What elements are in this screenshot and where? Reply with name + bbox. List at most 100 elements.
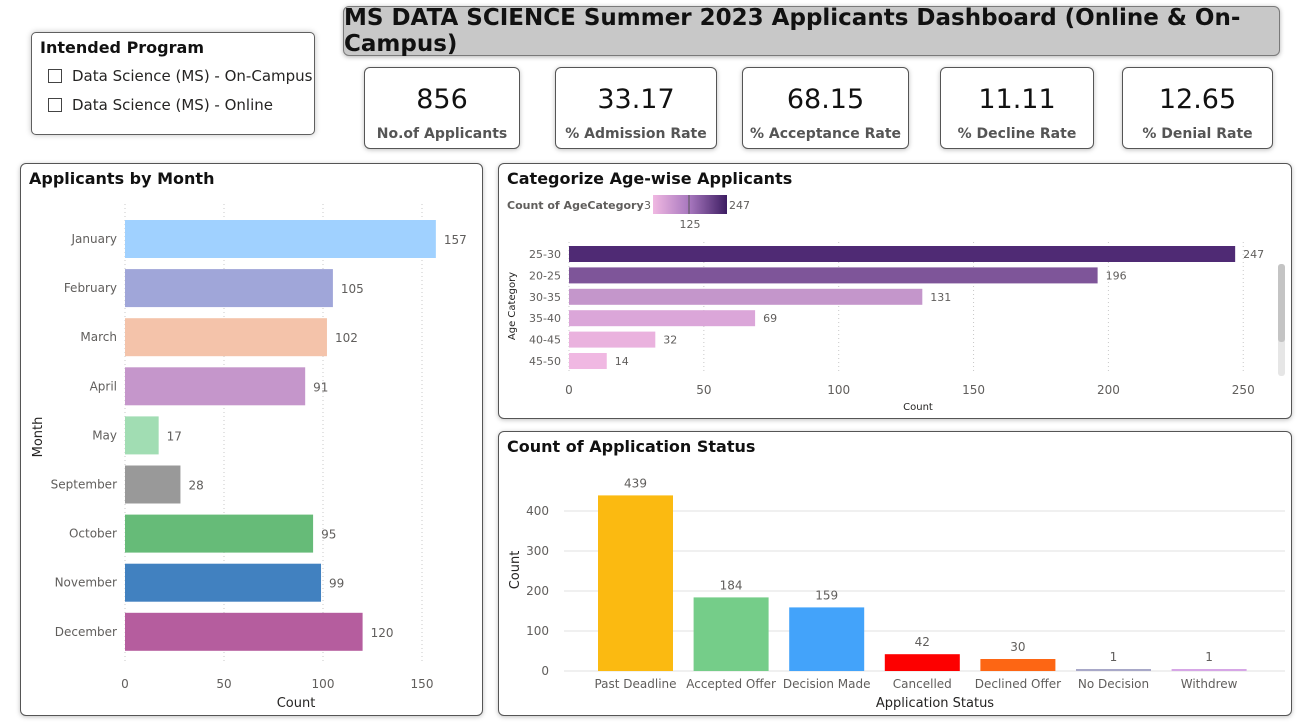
x-axis-label: Count [903, 402, 933, 413]
data-label: 247 [1243, 248, 1264, 261]
bar [1076, 669, 1151, 671]
status-chart-panel: Count of Application Status 0 100 200 300 40… [498, 431, 1292, 716]
y-tick-label: 20-25 [529, 269, 561, 282]
legend-max-label: 247 [729, 199, 750, 212]
bar [980, 659, 1056, 671]
y-tick-label: 400 [526, 504, 549, 518]
y-tick-label: 100 [526, 624, 549, 638]
data-label: 196 [1106, 269, 1127, 282]
data-label: 95 [321, 528, 336, 542]
intended-program-slicer: Intended Program Data Science (MS) - On-… [31, 32, 315, 135]
data-label: 184 [720, 578, 743, 592]
legend-min-label: 3 [644, 199, 651, 212]
data-label: 17 [167, 429, 182, 443]
y-tick-label: 300 [526, 544, 549, 558]
bar [125, 416, 159, 455]
x-axis-label: Count [277, 696, 316, 711]
y-tick-label: April [90, 379, 117, 393]
status-chart: 0 100 200 300 400 439 Past Deadline 184 Accepted… [508, 476, 1285, 711]
bar [884, 654, 960, 671]
bar [125, 514, 314, 553]
y-tick-label: September [51, 478, 117, 492]
y-tick-label: November [55, 576, 117, 590]
y-tick-label: 35-40 [529, 312, 561, 325]
data-label: 32 [663, 334, 677, 347]
bar [569, 246, 1236, 262]
bar [1171, 669, 1247, 671]
age-chart: Count of AgeCategory 3 247 125 0 50 100 150 200 2… [507, 195, 1285, 413]
x-tick-label: 50 [216, 677, 231, 691]
data-label: 131 [930, 291, 951, 304]
data-label: 69 [763, 312, 777, 325]
x-tick-label: Decision Made [783, 677, 871, 691]
slicer-title: Intended Program [40, 38, 204, 57]
scrollbar-thumb[interactable] [1278, 264, 1285, 342]
data-label: 28 [188, 479, 203, 493]
y-tick-label: May [92, 428, 117, 442]
x-tick-label: 0 [121, 677, 129, 691]
x-tick-label: 0 [565, 383, 573, 397]
x-tick-label: Withdrew [1181, 677, 1238, 691]
bar [125, 318, 327, 357]
status-chart-title: Count of Application Status [507, 437, 756, 456]
data-label: 120 [371, 626, 394, 640]
legend-gradient [653, 195, 727, 214]
data-label: 1 [1110, 650, 1118, 664]
slicer-item-on-campus[interactable]: Data Science (MS) - On-Campus [48, 66, 312, 86]
x-tick-label: Past Deadline [594, 677, 676, 691]
bar [125, 220, 436, 258]
kpi-value: 856 [416, 84, 468, 115]
x-tick-label: Declined Offer [975, 677, 1061, 691]
slicer-item-online[interactable]: Data Science (MS) - Online [48, 95, 273, 115]
y-tick-label: March [80, 330, 117, 344]
data-label: 14 [615, 355, 629, 368]
data-label: 91 [313, 380, 328, 394]
x-tick-label: 150 [962, 383, 985, 397]
checkbox-icon[interactable] [48, 69, 62, 83]
slicer-item-label: Data Science (MS) - Online [72, 96, 273, 114]
kpi-card-denial-rate[interactable]: 12.65 % Denial Rate [1122, 67, 1273, 149]
bar [598, 495, 673, 671]
data-label: 439 [624, 476, 647, 490]
kpi-label: No.of Applicants [376, 126, 508, 142]
y-tick-label: October [69, 527, 117, 541]
kpi-label: % Acceptance Rate [749, 126, 902, 142]
data-label: 1 [1205, 650, 1213, 664]
bar [569, 310, 756, 327]
y-tick-label: 40-45 [529, 334, 561, 347]
x-tick-label: No Decision [1078, 677, 1149, 691]
data-label: 157 [444, 233, 467, 247]
y-tick-label: January [71, 232, 118, 246]
data-label: 159 [815, 588, 838, 602]
bar [569, 331, 656, 348]
x-tick-label: 100 [827, 383, 850, 397]
bar [569, 288, 923, 305]
kpi-card-admission-rate[interactable]: 33.17 % Admission Rate [555, 67, 717, 149]
bar [569, 353, 607, 369]
checkbox-icon[interactable] [48, 98, 62, 112]
y-tick-label: 25-30 [529, 248, 561, 261]
slicer-item-label: Data Science (MS) - On-Campus [72, 67, 313, 85]
data-label: 105 [341, 282, 364, 296]
bar [125, 269, 333, 308]
kpi-card-decline-rate[interactable]: 11.11 % Decline Rate [940, 67, 1094, 149]
data-label: 30 [1010, 640, 1025, 654]
y-tick-label: 200 [526, 584, 549, 598]
month-chart: 0 50 100 150 January 157 February 105 March 102 Ap… [31, 204, 467, 711]
kpi-card-acceptance-rate[interactable]: 68.15 % Acceptance Rate [742, 67, 909, 149]
kpi-value: 33.17 [597, 84, 675, 115]
data-label: 42 [915, 635, 930, 649]
kpi-label: % Admission Rate [565, 126, 707, 142]
kpi-card-applicants[interactable]: 856 No.of Applicants [364, 67, 520, 149]
x-axis-label: Application Status [876, 696, 994, 711]
bar [569, 267, 1098, 284]
x-tick-label: Accepted Offer [686, 677, 776, 691]
month-chart-title: Applicants by Month [29, 169, 215, 188]
bar [125, 563, 322, 602]
age-chart-title: Categorize Age-wise Applicants [507, 169, 793, 188]
y-axis-label: Age Category [507, 272, 518, 340]
y-tick-label: December [55, 625, 117, 639]
x-tick-label: 150 [411, 677, 434, 691]
legend-mid-label: 125 [680, 218, 701, 231]
bar [789, 607, 865, 671]
